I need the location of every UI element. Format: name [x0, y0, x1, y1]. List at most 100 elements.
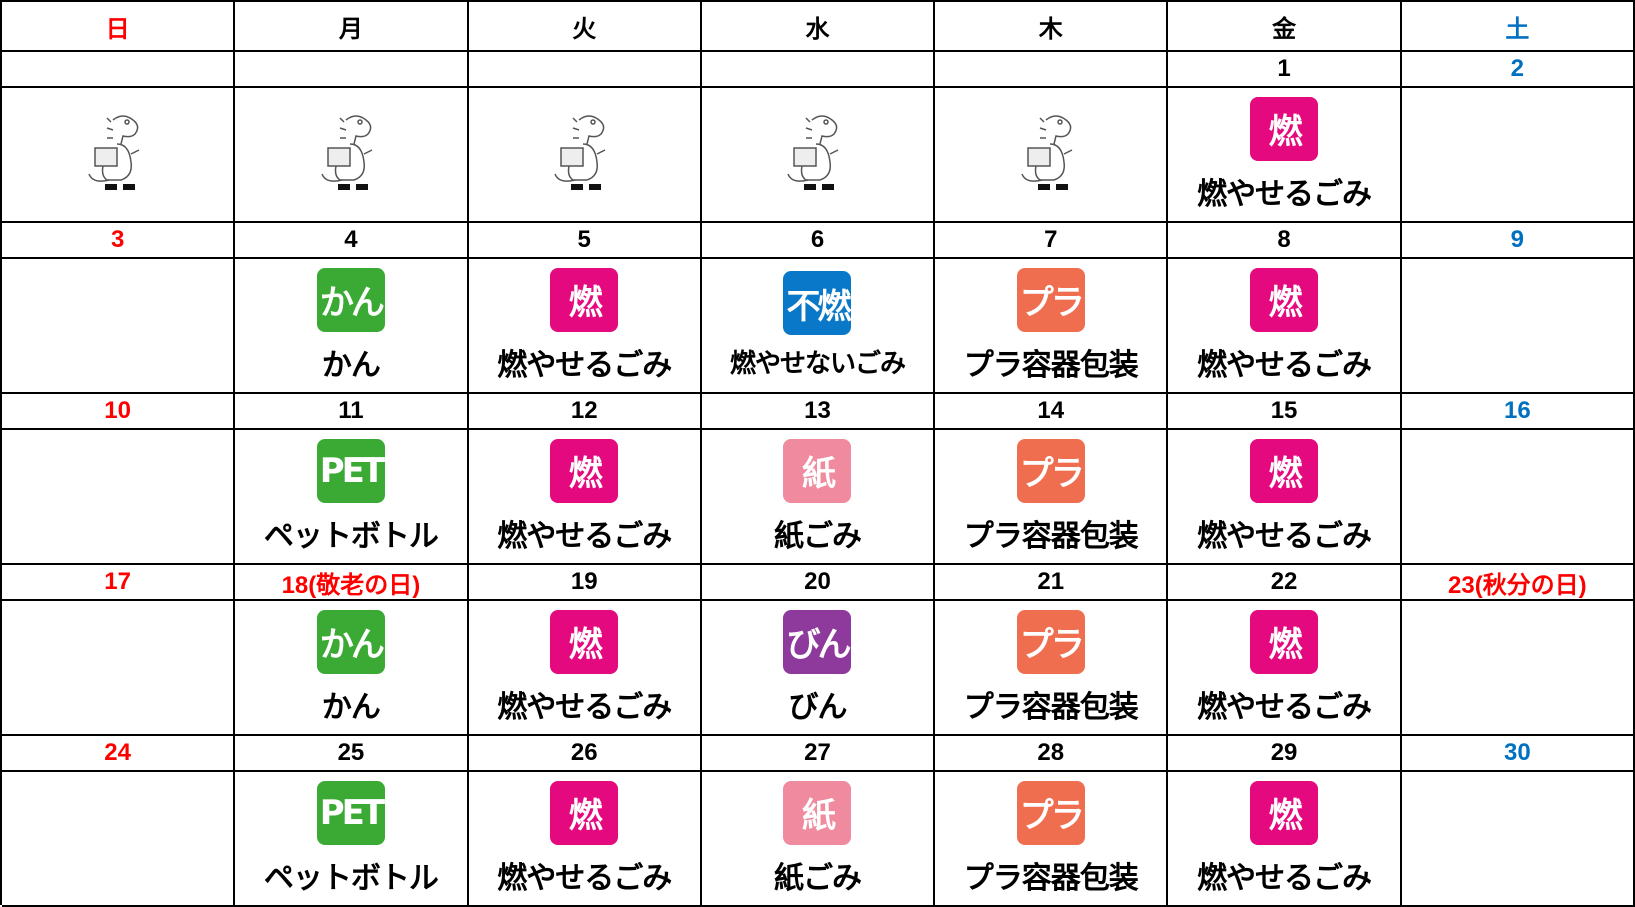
date-cell: 13 — [701, 394, 936, 430]
garbage-icon: プラ — [1016, 438, 1085, 503]
day-content — [2, 259, 236, 394]
day-content: かん かん — [235, 601, 469, 736]
date-cell: 9 — [1401, 223, 1635, 259]
date-cell: 7 — [935, 223, 1169, 259]
garbage-icon: かん — [316, 267, 385, 332]
day-content: 不燃 燃やせないごみ — [701, 259, 936, 394]
day-content: 燃燃やせるごみ — [1168, 772, 1402, 907]
date-cell: 8 — [1168, 223, 1402, 259]
day-content: プラ プラ容器包装 — [935, 772, 1169, 907]
garbage-icon: PET — [316, 780, 385, 845]
date-cell: 3 — [2, 223, 236, 259]
date-cell: 24 — [2, 736, 236, 772]
day-content — [1401, 259, 1635, 394]
garbage-label: ペットボトル — [263, 518, 439, 554]
garbage-label: 燃やせるごみ — [497, 518, 672, 554]
garbage-icon: 燃 — [550, 780, 619, 845]
day-content: プラ プラ容器包装 — [935, 259, 1169, 394]
date-cell: 4 — [235, 223, 469, 259]
garbage-label: かん — [321, 689, 381, 725]
garbage-icon: かん — [316, 609, 385, 674]
garbage-label: 燃やせるごみ — [497, 860, 672, 896]
garbage-label: プラ容器包装 — [963, 347, 1139, 383]
garbage-icon: 燃 — [550, 438, 619, 503]
mascot — [87, 114, 139, 190]
day-content — [468, 88, 702, 223]
garbage-icon: 不燃 — [783, 271, 852, 335]
weekday-header: 火 — [468, 2, 702, 52]
day-content — [235, 88, 469, 223]
day-content: 燃燃やせるごみ — [1168, 88, 1402, 223]
weekday-header: 木 — [935, 2, 1169, 52]
date-cell: 6 — [701, 223, 936, 259]
day-content: プラ プラ容器包装 — [935, 601, 1169, 736]
date-cell: 1 — [1168, 52, 1402, 88]
garbage-icon: 燃 — [1250, 609, 1319, 674]
day-content — [2, 772, 236, 907]
garbage-label: 燃やせるごみ — [1197, 518, 1372, 554]
day-content: 燃燃やせるごみ — [468, 430, 702, 565]
weekday-header: 金 — [1168, 2, 1402, 52]
date-cell: 26 — [468, 736, 702, 772]
day-content — [2, 601, 236, 736]
garbage-label: 紙ごみ — [773, 860, 862, 896]
garbage-label: かん — [321, 347, 381, 383]
date-cell: 11 — [235, 394, 469, 430]
day-content — [1401, 88, 1635, 223]
date-cell: 22 — [1168, 565, 1402, 601]
day-content: 燃燃やせるごみ — [1168, 259, 1402, 394]
garbage-icon: プラ — [1016, 780, 1085, 845]
day-content: びん びん — [701, 601, 936, 736]
date-cell: 5 — [468, 223, 702, 259]
garbage-icon: 紙 — [783, 780, 852, 845]
garbage-label: 燃やせるごみ — [1197, 347, 1372, 383]
day-content — [1401, 601, 1635, 736]
date-cell: 14 — [935, 394, 1169, 430]
garbage-label: 燃やせるごみ — [1197, 689, 1372, 725]
garbage-icon: 燃 — [550, 609, 619, 674]
date-cell: 19 — [468, 565, 702, 601]
garbage-icon: プラ — [1016, 609, 1085, 674]
day-content — [2, 88, 236, 223]
day-content — [701, 88, 936, 223]
garbage-icon: びん — [783, 609, 852, 674]
day-content: 燃燃やせるごみ — [468, 259, 702, 394]
day-content — [2, 430, 236, 565]
mascot — [554, 114, 606, 190]
date-cell: 10 — [2, 394, 236, 430]
garbage-icon: 燃 — [1250, 267, 1319, 332]
garbage-icon: 燃 — [1250, 96, 1319, 161]
mascot — [1021, 114, 1073, 190]
garbage-label: 燃やせるごみ — [497, 689, 672, 725]
date-cell: 16 — [1401, 394, 1635, 430]
garbage-icon: 燃 — [1250, 780, 1319, 845]
date-cell: 27 — [701, 736, 936, 772]
date-cell: 20 — [701, 565, 936, 601]
weekday-header: 水 — [701, 2, 936, 52]
date-cell: 28 — [935, 736, 1169, 772]
day-content: 燃燃やせるごみ — [468, 601, 702, 736]
day-content: PET ペットボトル — [235, 430, 469, 565]
garbage-icon: 燃 — [550, 267, 619, 332]
day-content: 紙紙ごみ — [701, 772, 936, 907]
garbage-icon: 紙 — [783, 438, 852, 503]
weekday-header: 土 — [1401, 2, 1635, 52]
day-content: 燃燃やせるごみ — [1168, 601, 1402, 736]
day-content: PET ペットボトル — [235, 772, 469, 907]
garbage-label: プラ容器包装 — [963, 689, 1139, 725]
day-content — [1401, 772, 1635, 907]
day-content: 燃燃やせるごみ — [468, 772, 702, 907]
date-cell: 2 — [1401, 52, 1635, 88]
mascot — [321, 114, 373, 190]
day-content: プラ プラ容器包装 — [935, 430, 1169, 565]
date-cell: 18(敬老の日) — [235, 565, 469, 601]
date-cell: 17 — [2, 565, 236, 601]
day-content — [935, 88, 1169, 223]
garbage-label: 燃やせるごみ — [1197, 176, 1372, 212]
garbage-label: 燃やせないごみ — [729, 349, 906, 379]
garbage-icon: プラ — [1016, 267, 1085, 332]
date-cell: 15 — [1168, 394, 1402, 430]
date-cell: 23(秋分の日) — [1401, 565, 1635, 601]
date-cell: 29 — [1168, 736, 1402, 772]
